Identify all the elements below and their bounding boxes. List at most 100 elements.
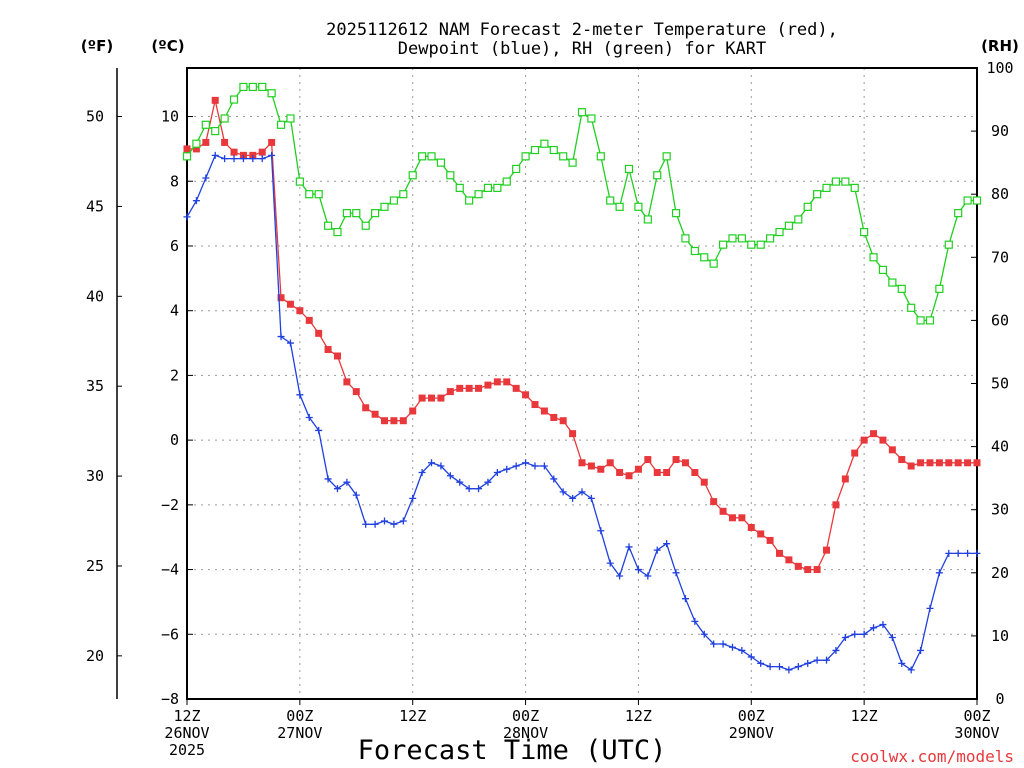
temperature-point [597, 465, 605, 473]
temperature-point [794, 562, 802, 570]
dewpoint-point [268, 151, 276, 159]
rh-point [333, 227, 342, 237]
rh-point [493, 183, 502, 192]
temperature-point [324, 346, 332, 354]
rh-point [831, 177, 841, 186]
temperature-point [945, 459, 953, 467]
temperature-point [258, 148, 266, 156]
temperature-point [757, 530, 765, 538]
fahrenheit-tick-label: 35 [86, 377, 104, 395]
rh-point [794, 215, 803, 224]
dewpoint-point [587, 494, 595, 502]
rh-point [389, 196, 399, 205]
dewpoint-point [851, 630, 859, 638]
rh-point [869, 253, 878, 262]
temperature-point [211, 96, 219, 104]
rh-point [587, 114, 596, 123]
temperature-point [503, 378, 511, 386]
celsius-tick-label: −6 [161, 625, 179, 643]
temperature-point [550, 413, 558, 421]
rh-point [765, 234, 775, 243]
rh-point [784, 221, 794, 230]
rh-point [549, 145, 558, 155]
fahrenheit-tick-label: 30 [86, 467, 104, 485]
dewpoint-point [926, 604, 934, 612]
temperature-point [484, 381, 492, 389]
rh-point [521, 152, 530, 161]
temperature-point [691, 468, 699, 476]
rh-point [361, 221, 370, 230]
dewpoint-point [230, 155, 238, 163]
dewpoint-point [945, 549, 953, 557]
temperature-point [183, 145, 191, 153]
rh-point [897, 284, 906, 293]
dewpoint-point [456, 478, 464, 486]
rh-tick-label: 50 [991, 375, 1009, 393]
rh-unit-label: (RH) [981, 37, 1019, 55]
rh-point [690, 246, 699, 256]
x-tick-label: 00Z [286, 707, 313, 725]
x-axis-label: Forecast Time (UTC) [358, 735, 667, 766]
rh-point [474, 190, 483, 199]
dewpoint-point [681, 595, 689, 603]
dewpoint-point [823, 656, 831, 664]
temperature-point [268, 138, 276, 146]
celsius-tick-label: 4 [170, 302, 179, 320]
rh-point [681, 234, 690, 243]
temperature-point [898, 456, 906, 464]
rh-point [370, 209, 380, 218]
dewpoint-point [606, 559, 614, 567]
dewpoint-point [390, 520, 398, 528]
rh-point [314, 190, 323, 199]
temperature-point [964, 459, 972, 467]
dewpoint-point [249, 155, 257, 163]
temperature-point [973, 459, 981, 467]
temperature-point [475, 384, 483, 392]
celsius-tick-label: 2 [170, 366, 179, 384]
rh-point [700, 253, 709, 262]
rh-point [229, 95, 239, 104]
rh-point [596, 152, 605, 161]
rh-point [634, 202, 643, 211]
temperature-point [446, 388, 454, 396]
dewpoint-point [296, 391, 304, 399]
dewpoint-point [428, 459, 436, 467]
dewpoint-point [888, 634, 896, 642]
temperature-point [700, 478, 708, 486]
dewpoint-point [333, 485, 341, 493]
rh-tick-label: 60 [991, 311, 1009, 329]
temperature-point [766, 536, 774, 544]
dewpoint-point [221, 155, 229, 163]
rh-point [258, 82, 267, 92]
x-tick-label: 00Z [738, 707, 765, 725]
temperature-point [578, 459, 586, 467]
temperature-point [625, 472, 633, 480]
dewpoint-point [531, 462, 539, 470]
rh-point [624, 164, 634, 174]
dewpoint-point [465, 485, 473, 493]
temperature-point [418, 394, 426, 402]
temperature-point [606, 459, 614, 467]
dewpoint-point [804, 659, 812, 667]
temperature-point [371, 410, 379, 418]
x-tick-label: 12Z [625, 707, 652, 725]
temperature-point [343, 378, 351, 386]
dewpoint-point [870, 624, 878, 632]
celsius-tick-label: 6 [170, 237, 179, 255]
dewpoint-point [399, 517, 407, 525]
temperature-point [954, 459, 962, 467]
temperature-point [813, 566, 821, 574]
dewpoint-point [362, 520, 370, 528]
rh-point [935, 284, 944, 293]
rh-point [427, 152, 436, 161]
dewpoint-point [258, 155, 266, 163]
temperature-point [202, 138, 210, 146]
rh-point [643, 215, 652, 224]
dewpoint-point [550, 475, 558, 483]
temperature-point [672, 456, 680, 464]
temperature-point [804, 566, 812, 574]
rh-point [878, 265, 888, 275]
rh-point [737, 234, 746, 243]
x-tick-label: 12Z [173, 707, 200, 725]
